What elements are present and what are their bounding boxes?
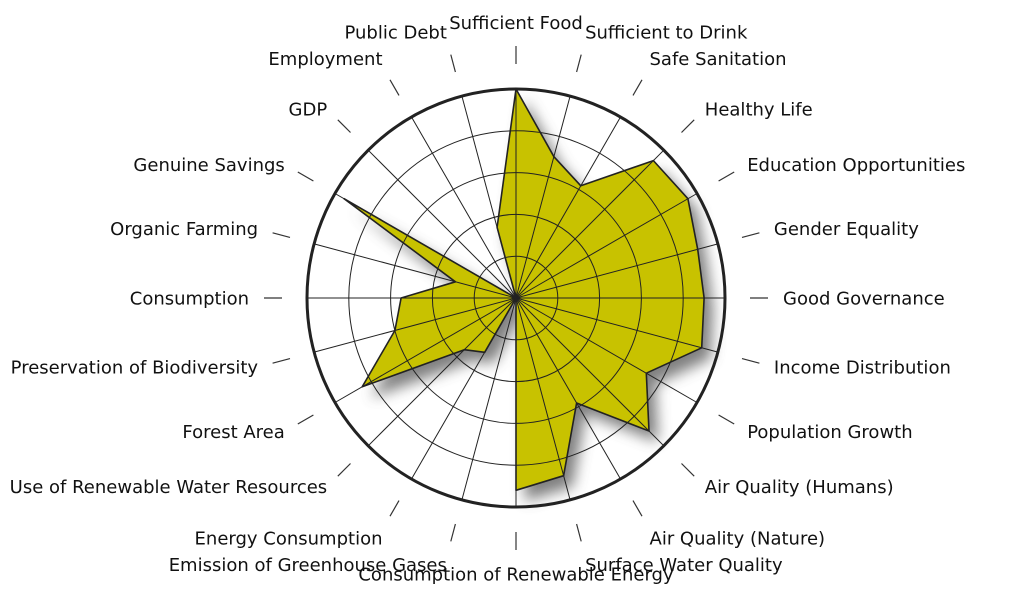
category-label: Use of Renewable Water Resources	[10, 477, 328, 498]
category-label: Sufficient to Drink	[585, 22, 748, 43]
axis-tick	[337, 119, 351, 133]
category-label: Air Quality (Nature)	[650, 529, 826, 550]
category-label: Emission of Greenhouse Gases	[169, 555, 447, 576]
series-outline	[343, 88, 705, 492]
grid-layer	[305, 87, 727, 509]
axis-tick	[297, 414, 314, 425]
axis-tick	[718, 171, 735, 182]
grid-spoke	[515, 116, 621, 299]
label-layer: Sufficient Food Sufficient to Drink Safe S…	[10, 13, 966, 585]
grid-spoke	[367, 297, 517, 447]
axis-tick	[576, 523, 582, 542]
category-label: Consumption	[130, 288, 249, 309]
category-label: Surface Water Quality	[585, 555, 783, 576]
axis-tick	[389, 79, 400, 96]
axis-tick	[450, 523, 456, 542]
axis-tick	[450, 54, 456, 73]
grid-spoke	[411, 116, 517, 299]
category-label: Healthy Life	[705, 100, 813, 121]
grid-spoke	[515, 297, 621, 480]
grid-spoke	[515, 193, 698, 299]
axis-tick	[297, 171, 314, 182]
chart-border	[305, 87, 727, 509]
grid-spoke	[515, 149, 665, 299]
grid-spoke	[515, 243, 719, 299]
category-label: Consumption of Renewable Energy	[358, 564, 674, 585]
category-label: GDP	[289, 100, 328, 121]
category-label: Safe Sanitation	[650, 49, 787, 70]
category-label: Public Debt	[344, 22, 446, 43]
category-label: Gender Equality	[774, 219, 919, 240]
axis-tick	[741, 232, 760, 238]
grid-spoke	[515, 95, 571, 299]
category-label: Preservation of Biodiversity	[11, 357, 259, 378]
axis-tick	[389, 500, 400, 517]
category-label: Sufficient Food	[449, 13, 583, 34]
category-label: Air Quality (Humans)	[705, 477, 894, 498]
category-label: Employment	[268, 49, 382, 70]
axis-tick	[576, 54, 582, 73]
category-label: Organic Farming	[110, 219, 258, 240]
category-label: Energy Consumption	[195, 529, 383, 550]
axis-tick	[337, 463, 351, 477]
grid-spoke	[461, 297, 517, 501]
axis-tick	[272, 358, 291, 364]
category-label: Income Distribution	[774, 357, 951, 378]
grid-spoke	[515, 297, 719, 353]
grid-spoke	[367, 149, 517, 299]
axis-tick	[632, 500, 643, 517]
axis-tick	[632, 79, 643, 96]
category-label: Genuine Savings	[133, 155, 284, 176]
category-label: Forest Area	[182, 422, 284, 443]
grid-spoke	[515, 297, 665, 447]
axis-tick	[681, 119, 695, 133]
grid-spoke	[313, 297, 517, 353]
category-label: Education Opportunities	[747, 155, 965, 176]
grid-spoke	[515, 297, 571, 501]
axis-tick	[741, 358, 760, 364]
axis-tick	[681, 463, 695, 477]
grid-spoke	[515, 297, 698, 403]
grid-spoke	[313, 243, 517, 299]
tick-layer	[264, 46, 768, 550]
category-label: Good Governance	[783, 288, 945, 309]
axis-tick	[718, 414, 735, 425]
category-label: Population Growth	[747, 422, 912, 443]
axis-tick	[272, 232, 291, 238]
